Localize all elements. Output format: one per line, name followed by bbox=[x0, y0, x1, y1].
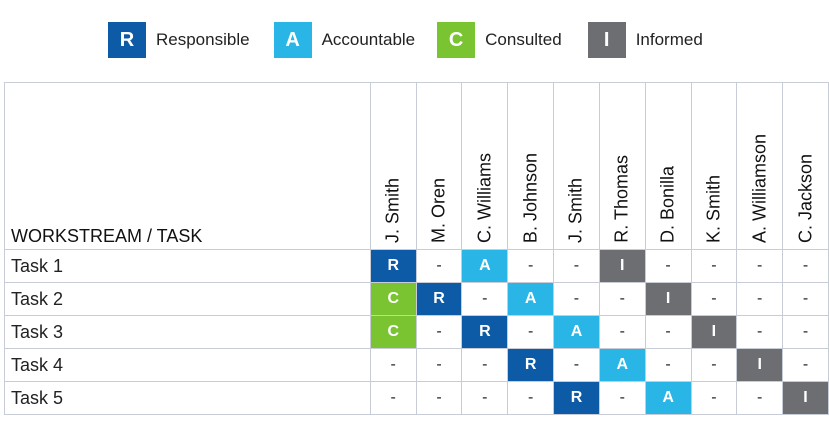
task-label: Task 5 bbox=[4, 381, 371, 415]
person-name: B. Johnson bbox=[520, 152, 541, 243]
person-header: A. Williamson bbox=[736, 82, 784, 250]
raci-cell: - bbox=[644, 249, 692, 283]
task-label: Task 2 bbox=[4, 282, 371, 316]
raci-cell: - bbox=[553, 348, 600, 382]
raci-cell: - bbox=[507, 315, 555, 349]
person-name: R. Thomas bbox=[611, 155, 632, 243]
person-header: C. Jackson bbox=[782, 82, 829, 250]
person-header: D. Bonilla bbox=[644, 82, 692, 250]
raci-cell: C bbox=[369, 315, 417, 349]
table-row: Task 5 - - - - R - A - - I bbox=[4, 381, 829, 415]
raci-cell: R bbox=[461, 315, 509, 349]
table-row: Task 1 R - A - - I - - - - bbox=[4, 249, 829, 283]
raci-cell: - bbox=[461, 381, 509, 415]
raci-cell: - bbox=[415, 348, 463, 382]
legend-swatch-responsible: R bbox=[108, 22, 146, 58]
task-column-header: WORKSTREAM / TASK bbox=[4, 82, 371, 250]
raci-cell: R bbox=[369, 249, 417, 283]
raci-cell: - bbox=[415, 315, 463, 349]
person-header: M. Oren bbox=[415, 82, 463, 250]
raci-cell: I bbox=[690, 315, 738, 349]
person-header: B. Johnson bbox=[507, 82, 555, 250]
person-name: J. Smith bbox=[382, 177, 403, 243]
raci-cell: I bbox=[644, 282, 692, 316]
raci-cell: - bbox=[598, 315, 646, 349]
person-header: J. Smith bbox=[369, 82, 417, 250]
legend-item-responsible: R Responsible bbox=[108, 22, 250, 58]
person-header: J. Smith bbox=[553, 82, 600, 250]
raci-cell: - bbox=[690, 282, 738, 316]
raci-matrix: WORKSTREAM / TASK J. Smith M. Oren C. Wi… bbox=[4, 82, 829, 415]
raci-cell: - bbox=[507, 381, 555, 415]
person-header: C. Williams bbox=[461, 82, 509, 250]
raci-cell: - bbox=[782, 249, 829, 283]
table-row: Task 2 C R - A - - I - - - bbox=[4, 282, 829, 316]
raci-cell: - bbox=[782, 348, 829, 382]
raci-cell: R bbox=[553, 381, 600, 415]
person-name: A. Williamson bbox=[749, 133, 770, 243]
legend-item-accountable: A Accountable bbox=[273, 22, 416, 58]
raci-cell: - bbox=[782, 282, 829, 316]
person-name: C. Jackson bbox=[795, 153, 816, 243]
raci-cell: - bbox=[690, 348, 738, 382]
raci-cell: - bbox=[644, 315, 692, 349]
raci-cell: - bbox=[598, 282, 646, 316]
legend-item-informed: I Informed bbox=[587, 22, 703, 58]
raci-cell: - bbox=[461, 348, 509, 382]
raci-cell: - bbox=[736, 381, 784, 415]
legend-label-accountable: Accountable bbox=[321, 30, 416, 49]
raci-legend: R Responsible A Accountable C Consulted … bbox=[108, 22, 703, 58]
raci-cell: - bbox=[736, 249, 784, 283]
raci-cell: R bbox=[415, 282, 463, 316]
legend-label-informed: Informed bbox=[635, 30, 703, 49]
table-row: Task 4 - - - R - A - - I - bbox=[4, 348, 829, 382]
task-label: Task 4 bbox=[4, 348, 371, 382]
person-name: J. Smith bbox=[565, 177, 586, 243]
task-label: Task 3 bbox=[4, 315, 371, 349]
legend-label-responsible: Responsible bbox=[156, 30, 250, 49]
person-name: C. Williams bbox=[474, 153, 495, 243]
legend-label-consulted: Consulted bbox=[485, 30, 562, 49]
raci-cell: A bbox=[644, 381, 692, 415]
raci-cell: - bbox=[690, 249, 738, 283]
raci-cell: A bbox=[461, 249, 509, 283]
legend-swatch-consulted: C bbox=[437, 22, 476, 58]
raci-cell: - bbox=[598, 381, 646, 415]
raci-cell: - bbox=[415, 249, 463, 283]
raci-cell: - bbox=[415, 381, 463, 415]
matrix-header-row: WORKSTREAM / TASK J. Smith M. Oren C. Wi… bbox=[4, 82, 829, 250]
raci-cell: - bbox=[736, 315, 784, 349]
raci-cell: - bbox=[553, 282, 600, 316]
raci-cell: - bbox=[507, 249, 555, 283]
raci-cell: I bbox=[736, 348, 784, 382]
person-name: D. Bonilla bbox=[657, 165, 678, 243]
raci-cell: - bbox=[369, 348, 417, 382]
legend-item-consulted: C Consulted bbox=[437, 22, 562, 58]
raci-cell: C bbox=[369, 282, 417, 316]
raci-cell: - bbox=[690, 381, 738, 415]
raci-cell: I bbox=[598, 249, 646, 283]
legend-swatch-informed: I bbox=[587, 22, 626, 58]
raci-cell: - bbox=[736, 282, 784, 316]
raci-cell: A bbox=[598, 348, 646, 382]
raci-cell: - bbox=[369, 381, 417, 415]
task-label: Task 1 bbox=[4, 249, 371, 283]
person-header: R. Thomas bbox=[598, 82, 646, 250]
table-row: Task 3 C - R - A - - I - - bbox=[4, 315, 829, 349]
person-header: K. Smith bbox=[690, 82, 738, 250]
person-name: K. Smith bbox=[703, 174, 724, 243]
raci-cell: - bbox=[644, 348, 692, 382]
person-name: M. Oren bbox=[428, 177, 449, 243]
raci-cell: - bbox=[782, 315, 829, 349]
raci-cell: - bbox=[461, 282, 509, 316]
raci-cell: R bbox=[507, 348, 555, 382]
legend-swatch-accountable: A bbox=[273, 22, 312, 58]
raci-cell: I bbox=[782, 381, 829, 415]
raci-cell: A bbox=[553, 315, 600, 349]
raci-cell: A bbox=[507, 282, 555, 316]
raci-cell: - bbox=[553, 249, 600, 283]
